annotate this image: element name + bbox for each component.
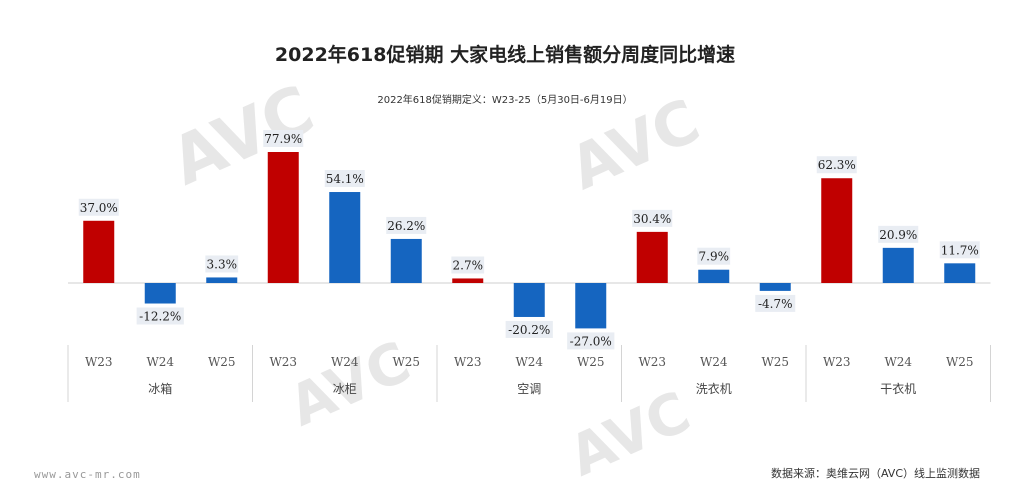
data-label: 3.3% bbox=[207, 257, 238, 271]
data-label-box bbox=[878, 225, 919, 243]
bar bbox=[390, 238, 422, 283]
category-label: 冰箱 bbox=[148, 381, 172, 396]
bar bbox=[206, 277, 238, 283]
data-label: 77.9% bbox=[264, 132, 302, 146]
data-label-box bbox=[324, 170, 365, 188]
data-label-box bbox=[567, 332, 615, 350]
data-label-box bbox=[816, 156, 857, 174]
bar bbox=[636, 231, 668, 283]
data-label-box bbox=[78, 198, 119, 216]
data-label: 62.3% bbox=[818, 158, 856, 172]
week-tick-label: W23 bbox=[85, 355, 113, 369]
bar bbox=[821, 178, 853, 283]
chart-subtitle: 2022年618促销期定义：W23-25（5月30日-6月19日） bbox=[377, 95, 633, 106]
category-label: 冰柜 bbox=[333, 382, 357, 396]
week-tick-label: W24 bbox=[884, 355, 912, 369]
data-label: 11.7% bbox=[941, 243, 979, 257]
data-label-box bbox=[939, 241, 980, 259]
data-label-box bbox=[136, 307, 184, 325]
week-tick-label: W24 bbox=[146, 355, 174, 369]
data-label: 54.1% bbox=[326, 172, 364, 186]
week-tick-label: W24 bbox=[700, 355, 728, 369]
data-label-box bbox=[505, 320, 553, 338]
week-tick-label: W25 bbox=[946, 355, 974, 369]
data-label: 30.4% bbox=[633, 212, 671, 226]
week-tick-label: W23 bbox=[823, 355, 851, 369]
bar bbox=[452, 278, 484, 283]
bar bbox=[513, 283, 545, 317]
category-label: 空调 bbox=[517, 382, 541, 396]
data-label: -12.2% bbox=[139, 310, 181, 324]
bar bbox=[329, 192, 361, 283]
chart-title: 2022年618促销期 大家电线上销售额分周度同比增速 bbox=[274, 44, 736, 66]
bar bbox=[698, 269, 730, 283]
data-label: 20.9% bbox=[879, 228, 917, 242]
week-tick-label: W23 bbox=[454, 355, 482, 369]
data-label-box bbox=[451, 256, 485, 274]
data-label: 2.7% bbox=[453, 258, 484, 272]
data-label: 7.9% bbox=[699, 250, 730, 264]
bar bbox=[83, 220, 115, 283]
week-tick-label: W24 bbox=[331, 355, 359, 369]
data-label: -27.0% bbox=[570, 334, 612, 348]
week-tick-label: W25 bbox=[761, 355, 789, 369]
category-label: 洗衣机 bbox=[696, 381, 732, 396]
week-tick-label: W24 bbox=[515, 355, 543, 369]
week-tick-label: W25 bbox=[577, 355, 605, 369]
week-tick-label: W23 bbox=[269, 355, 297, 369]
bar bbox=[575, 283, 607, 329]
data-label: 26.2% bbox=[387, 219, 425, 233]
week-tick-label: W23 bbox=[638, 355, 666, 369]
bar bbox=[944, 263, 976, 283]
data-label: 37.0% bbox=[80, 201, 118, 215]
bar bbox=[759, 283, 791, 291]
category-label: 干衣机 bbox=[880, 381, 916, 396]
bar bbox=[882, 247, 914, 283]
data-label-box bbox=[697, 247, 731, 265]
data-label: -4.7% bbox=[758, 297, 793, 311]
week-tick-label: W25 bbox=[392, 355, 420, 369]
week-tick-label: W25 bbox=[208, 355, 236, 369]
data-source: 数据来源：奥维云网（AVC）线上监测数据 bbox=[770, 467, 980, 480]
bar bbox=[267, 152, 299, 283]
data-label: -20.2% bbox=[508, 323, 550, 337]
data-label-box bbox=[205, 255, 239, 273]
website-url: www.avc-mr.com bbox=[34, 468, 141, 481]
bar bbox=[144, 283, 176, 304]
data-label-box bbox=[386, 216, 427, 234]
data-label-box bbox=[755, 294, 796, 312]
data-label-box bbox=[263, 130, 304, 147]
data-label-box bbox=[632, 209, 673, 227]
